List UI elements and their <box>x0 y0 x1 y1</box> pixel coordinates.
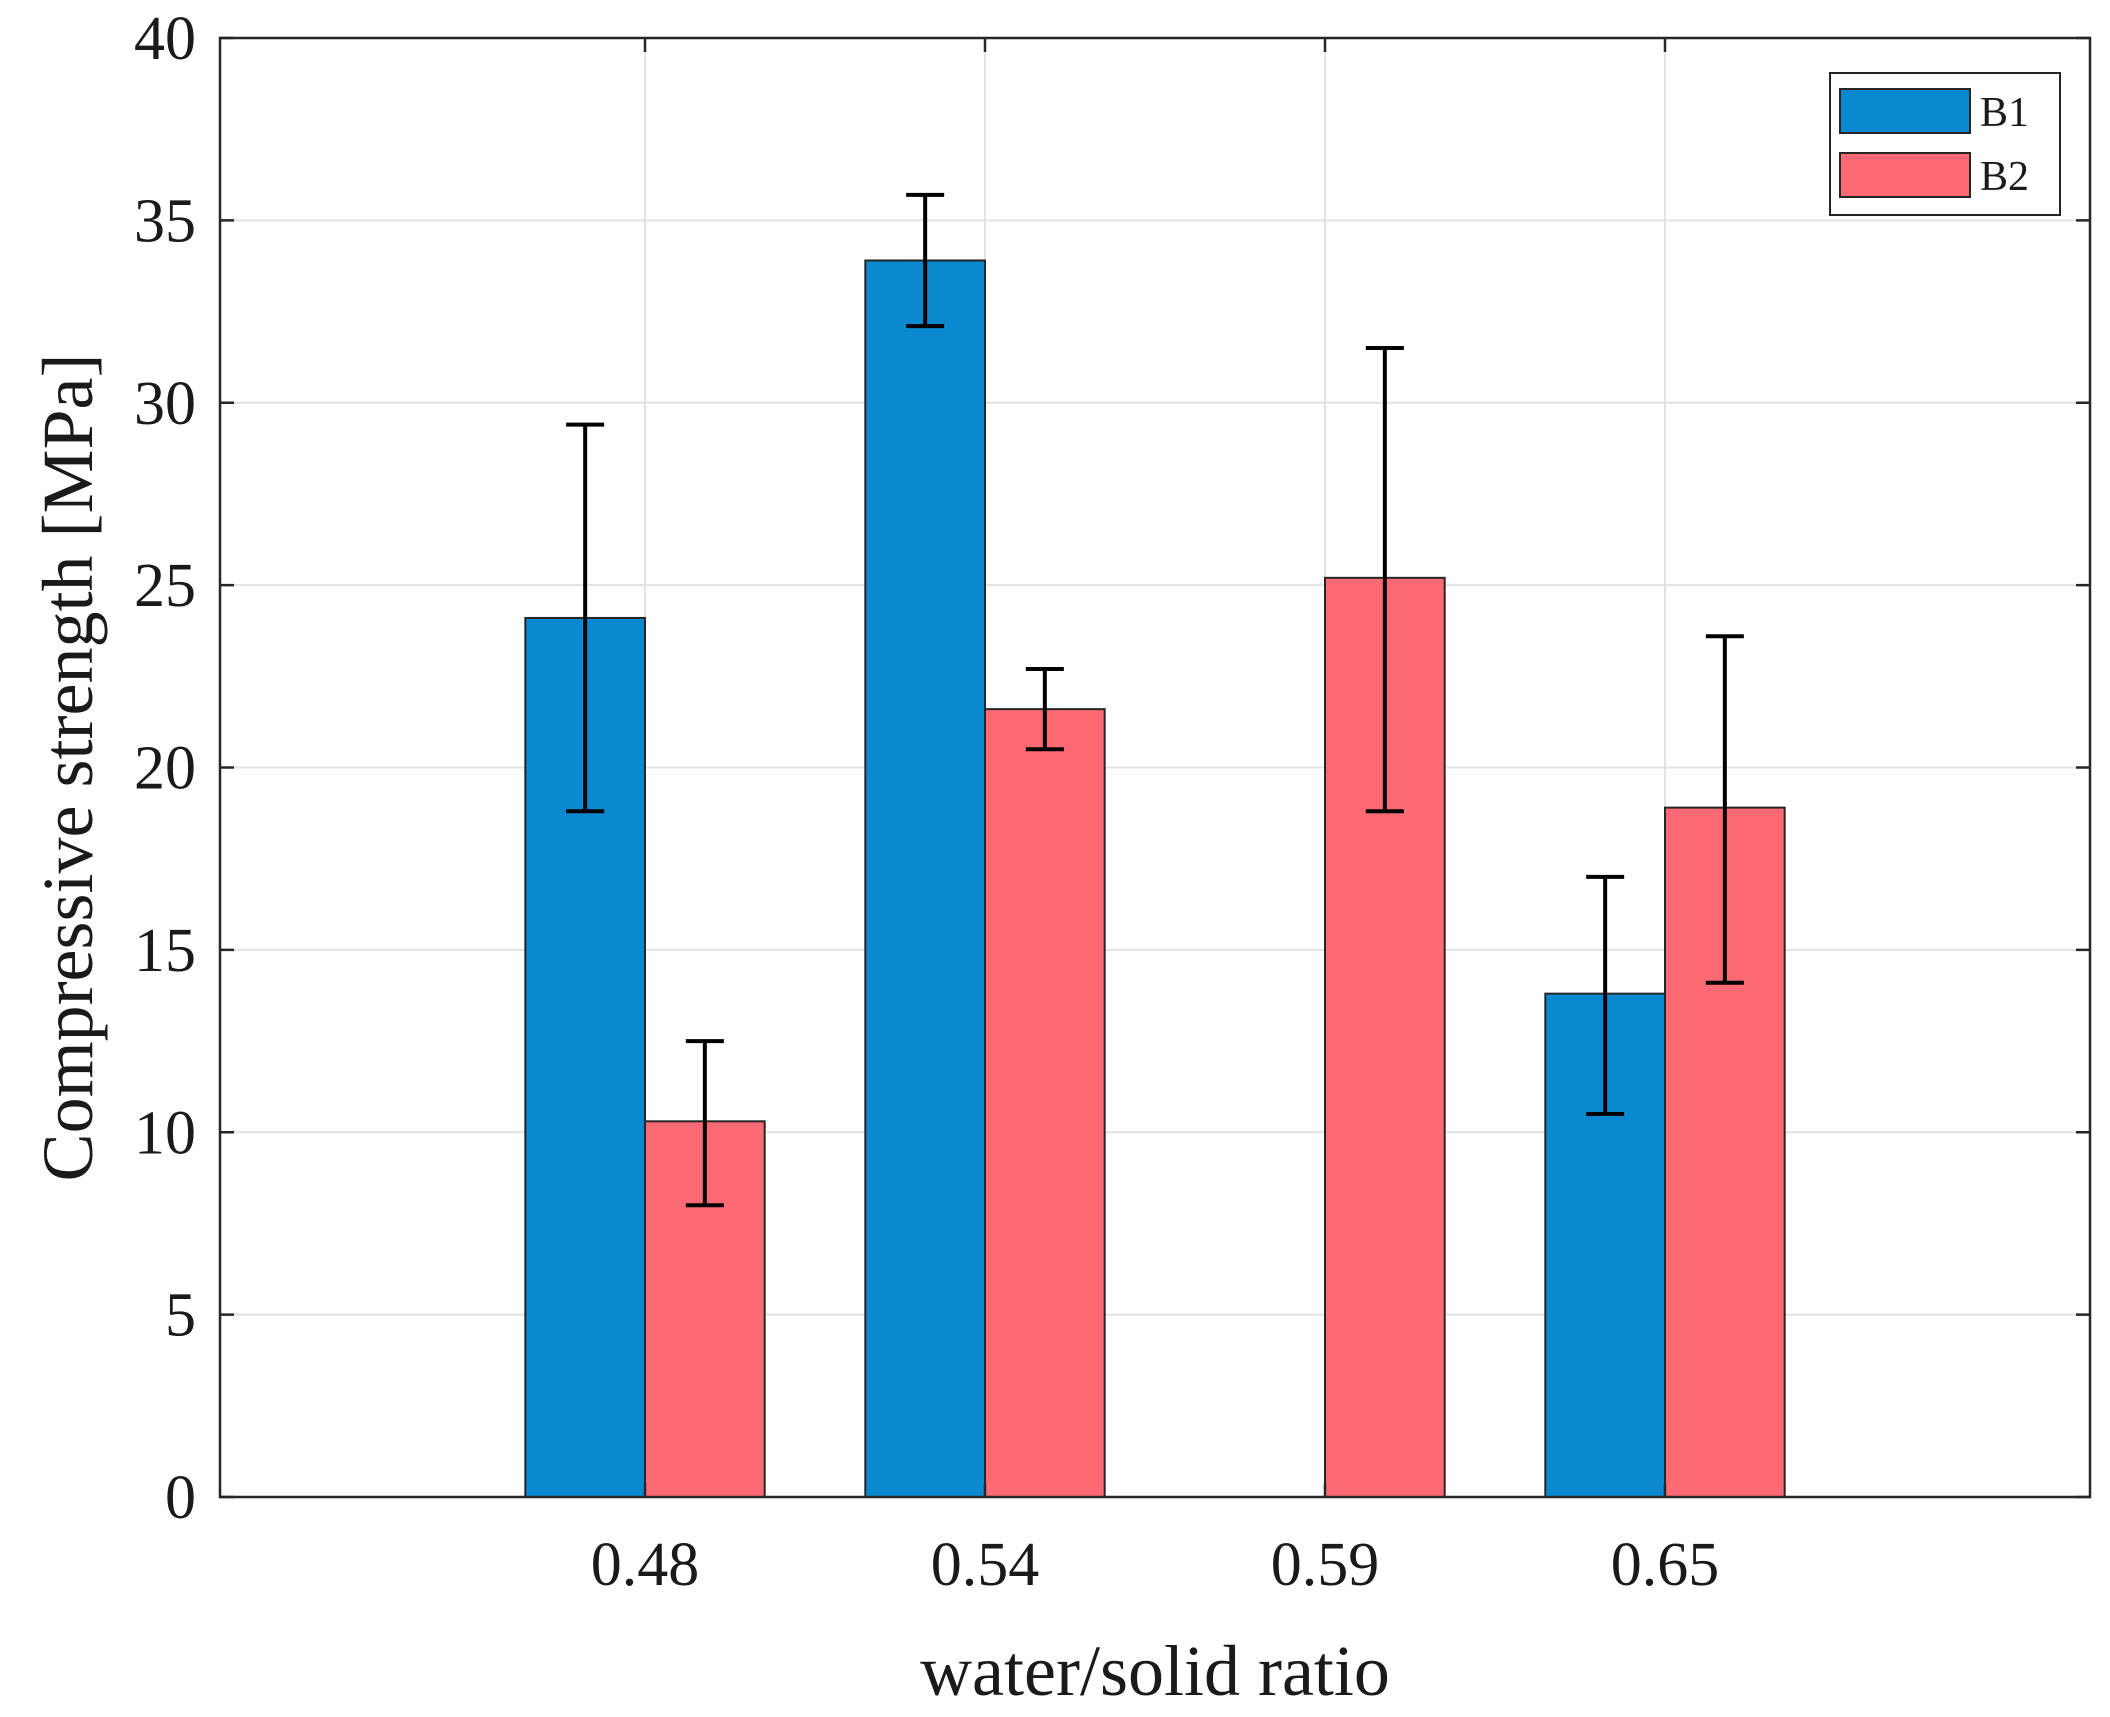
legend-swatch-b1 <box>1839 88 1971 134</box>
y-tick-label: 35 <box>134 187 196 255</box>
y-tick-label: 40 <box>134 5 196 73</box>
bar-b2-0.54 <box>984 708 1106 1498</box>
legend-label-b2: B2 <box>1980 154 2029 200</box>
axis-ticks <box>220 36 2090 1499</box>
bar-b1-0.54 <box>864 259 987 1498</box>
x-tick-label: 0.65 <box>1611 1531 1720 1599</box>
legend-label-b1: B1 <box>1980 90 2029 136</box>
y-tick-label: 5 <box>165 1282 196 1350</box>
legend-swatch-b2 <box>1839 152 1971 198</box>
error-bars <box>566 192 1744 1208</box>
x-axis-title: water/solid ratio <box>920 1631 1390 1711</box>
y-tick-label: 30 <box>134 370 196 438</box>
y-tick-label: 10 <box>134 1099 196 1167</box>
y-tick-label: 0 <box>165 1464 196 1532</box>
y-tick-label: 15 <box>134 917 196 985</box>
x-tick-labels: 0.48 0.54 0.59 0.65 <box>591 1531 1720 1599</box>
y-tick-labels: 0 5 10 15 20 25 30 35 40 <box>134 5 196 1532</box>
x-tick-label: 0.59 <box>1271 1531 1380 1599</box>
x-tick-label: 0.54 <box>931 1531 1040 1599</box>
y-tick-label: 25 <box>134 552 196 620</box>
y-tick-label: 20 <box>134 735 196 803</box>
x-tick-label: 0.48 <box>591 1531 700 1599</box>
y-axis-title: Compressive strength [MPa] <box>28 354 108 1182</box>
